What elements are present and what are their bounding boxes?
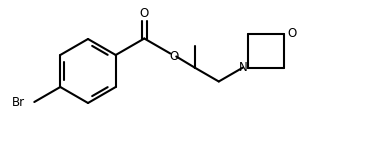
Text: O: O: [140, 7, 149, 20]
Text: O: O: [170, 50, 179, 63]
Text: Br: Br: [12, 96, 25, 108]
Text: N: N: [239, 61, 247, 74]
Text: O: O: [287, 27, 297, 40]
